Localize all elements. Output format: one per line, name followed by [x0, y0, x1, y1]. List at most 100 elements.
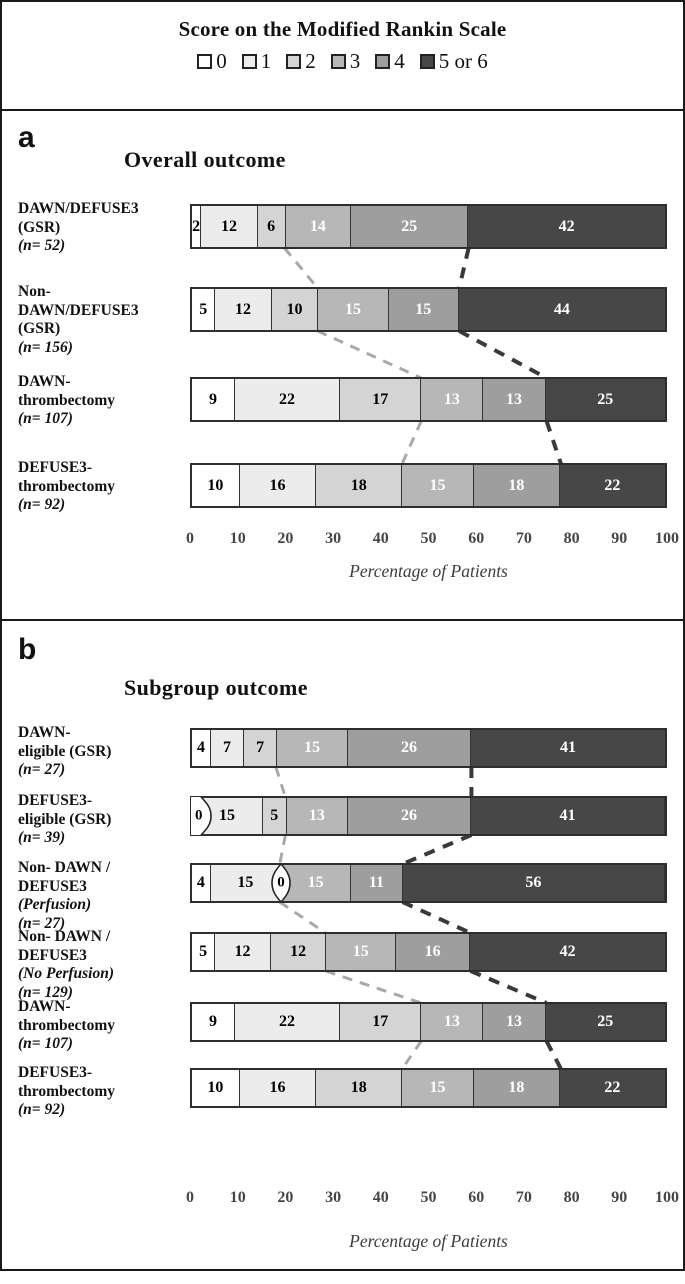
connector-dashed-lines: [274, 766, 563, 1070]
segment-value: 13: [505, 1013, 522, 1030]
x-axis-tick: 90: [611, 530, 628, 547]
legend-item-label: 2: [305, 49, 316, 73]
panel-a-title: Overall outcome: [124, 147, 286, 172]
x-axis-tick: 80: [563, 530, 580, 547]
bar-segment-mrs-0: 2: [192, 206, 202, 247]
bar-segment-mrs-1: 7: [210, 730, 245, 766]
bar-segment-mrs-5-or-6: 41: [471, 798, 665, 834]
row-label-line: (No Perfusion): [18, 965, 115, 982]
segment-value: 10: [286, 300, 303, 318]
segment-value: 15: [429, 1079, 446, 1096]
bar-segment-mrs-1: 16: [239, 1070, 317, 1106]
x-axis-tick: 0: [186, 530, 194, 547]
bar-segment-mrs-0: 10: [192, 1070, 240, 1106]
bar-segment-mrs-3: 15: [318, 289, 389, 330]
bar-segment-mrs-3: 13: [286, 798, 349, 834]
mrs4-5-boundary-connector: [544, 1040, 563, 1070]
x-axis-tick: 70: [515, 1189, 532, 1206]
bar-segment-mrs-1: 12: [215, 289, 272, 330]
row-label-line: Non- DAWN /: [18, 859, 111, 876]
x-axis-tick: 100: [655, 530, 679, 547]
x-axis-tick: 10: [229, 1189, 246, 1206]
segment-value: 44: [553, 300, 570, 318]
row-label-line: thrombectomy: [18, 1082, 115, 1100]
x-axis-tick: 60: [468, 1189, 485, 1206]
bar-segment-mrs-2: 17: [340, 379, 422, 420]
segment-value: 10: [207, 476, 224, 494]
row-label-line: DEFUSE3: [18, 877, 87, 895]
bar-segment-mrs-0: 4: [192, 730, 211, 766]
legend-title: Score on the Modified Rankin Scale: [178, 17, 507, 41]
mrs2-3-boundary-connector: [325, 969, 422, 1005]
segment-value: 25: [597, 390, 614, 408]
stacked-bar: 9 22 17 13 13 25: [190, 1002, 667, 1042]
legend-item-mrs-2: 2: [286, 51, 316, 72]
bar-segment-mrs-5-or-6: 42: [470, 934, 665, 970]
segment-value: 42: [558, 217, 575, 235]
stacked-bar: 15 5 13 26 41 0: [190, 796, 667, 836]
segment-value: 15: [307, 874, 324, 891]
segment-value: 13: [308, 807, 325, 824]
bar-segment-mrs-4: 13: [483, 379, 546, 420]
x-axis-tick: 90: [611, 1189, 628, 1206]
segment-value: 18: [508, 476, 525, 494]
segment-value: 12: [220, 217, 237, 235]
segment-value: 15: [429, 476, 446, 494]
row-label-line: eligible (GSR): [18, 810, 112, 828]
x-axis-tick: 50: [420, 530, 437, 547]
row-label: DEFUSE3- thrombectomy (n= 92): [18, 459, 186, 515]
bar-segment-mrs-1: 22: [235, 1004, 341, 1040]
bar-segment-mrs-4: 13: [483, 1004, 546, 1040]
segment-value: 15: [352, 943, 369, 960]
bar-segment-mrs-3: 15: [280, 865, 352, 901]
x-axis-tick: 100: [655, 1189, 679, 1206]
segment-value: 9: [209, 1013, 217, 1030]
segment-value: 9: [209, 390, 217, 408]
connector-dashed-lines: [283, 247, 563, 465]
segment-value: 7: [256, 739, 265, 756]
mrs4-5-boundary-connector: [401, 900, 472, 935]
row-label-line: DAWN-: [18, 998, 71, 1015]
row-label-line: (n= 107): [18, 1035, 73, 1052]
bar-segment-mrs-0: 9: [192, 1004, 235, 1040]
bar-segment-mrs-4: 25: [351, 206, 469, 247]
stacked-bar: 5 12 12 15 16 42: [190, 932, 667, 972]
panel-b-subgroup-outcome: b Subgroup outcome DAWN-eligible (GSR) (n…: [2, 621, 683, 1284]
segment-value: 5: [199, 300, 208, 318]
legend-swatch-icon: [241, 54, 257, 69]
row-label: Non- DAWN / DEFUSE3 (Perfusion) (n= 27): [18, 859, 186, 933]
mrs2-3-boundary-connector: [278, 834, 287, 865]
bar-segment-mrs-2: 17: [340, 1004, 422, 1040]
x-axis-tick: 40: [372, 1189, 389, 1206]
row-label-line: (GSR): [18, 320, 61, 337]
x-axis-tick: 80: [563, 1189, 580, 1206]
segment-value: 12: [235, 300, 251, 318]
row-label: DAWN-thrombectomy (n= 107): [18, 998, 186, 1054]
segment-value: 15: [304, 739, 321, 756]
segment-value: 14: [309, 217, 326, 235]
segment-value: 11: [368, 874, 384, 891]
row-label-line: (GSR): [18, 218, 61, 236]
segment-value: 22: [279, 1013, 296, 1030]
segment-value: 17: [372, 1013, 389, 1030]
segment-value: 12: [290, 943, 307, 960]
bar-segment-mrs-3: 15: [277, 730, 349, 766]
bar-segment-mrs-2: 18: [316, 465, 403, 506]
x-axis-tick: 60: [468, 530, 485, 547]
segment-value: 22: [604, 1079, 621, 1096]
stacked-bar: 10 16 18 15 18 22: [190, 1068, 667, 1108]
legend-swatch-icon: [419, 54, 435, 69]
segment-value: 15: [218, 807, 235, 824]
x-axis-tick: 20: [277, 1189, 294, 1206]
segment-value: 26: [401, 739, 418, 756]
stacked-bar: 10 16 18 15 18 22: [190, 463, 667, 508]
segment-value: 56: [525, 874, 542, 891]
bar-segment-mrs-4: 18: [473, 465, 560, 506]
segment-value: 13: [443, 390, 460, 408]
x-axis-tick: 30: [325, 1189, 342, 1206]
bar-segment-mrs-4: 15: [388, 289, 459, 330]
segment-value: 2: [192, 217, 201, 235]
legend-item-mrs-0: 0: [197, 51, 227, 72]
segment-value: 18: [508, 1079, 525, 1096]
row-label-line: DEFUSE3-: [18, 1064, 93, 1081]
